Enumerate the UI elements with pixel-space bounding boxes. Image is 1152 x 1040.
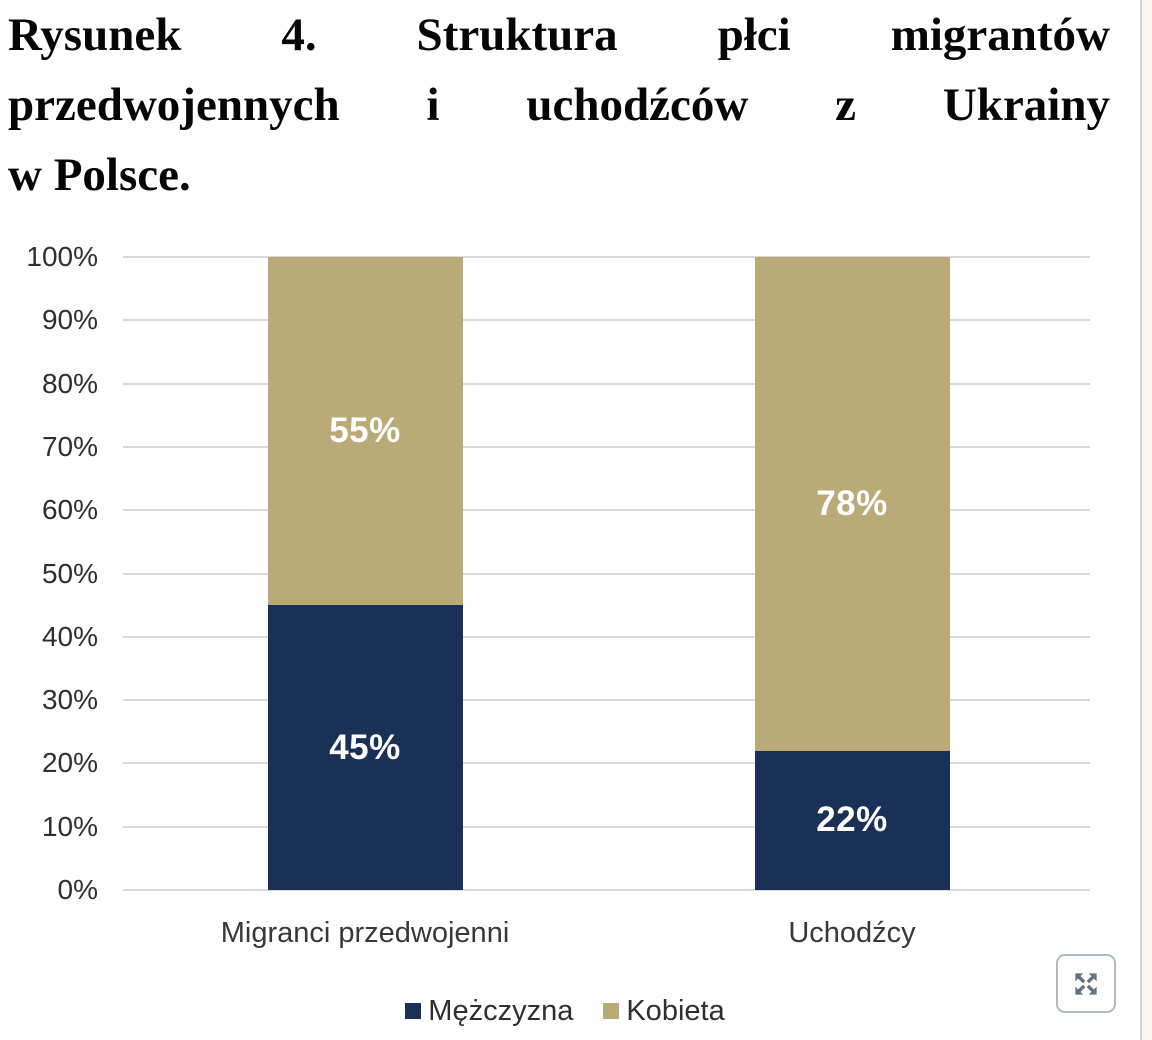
x-axis-category-label: Uchodźcy bbox=[788, 917, 916, 949]
y-axis-tick-label: 40% bbox=[41, 620, 98, 652]
bar-2: 22% 78% bbox=[754, 257, 950, 890]
bar-segment-mężczyzna: 45% bbox=[267, 605, 463, 890]
bar-segment-kobieta: 78% bbox=[754, 257, 950, 751]
bar-1: 45% 55% bbox=[267, 257, 463, 890]
chart-legend: Mężczyzna Kobieta bbox=[0, 992, 1130, 1030]
gridline bbox=[123, 825, 1090, 828]
y-axis-tick-label: 0% bbox=[57, 874, 98, 905]
legend-label: Kobieta bbox=[626, 994, 725, 1027]
gridline bbox=[123, 572, 1090, 575]
bar-value-label: 45% bbox=[329, 727, 401, 767]
figure-title: Rysunek 4. Struktura płci migrantów prze… bbox=[8, 0, 1110, 210]
legend-swatch-icon bbox=[603, 1003, 620, 1019]
gridline bbox=[123, 762, 1090, 765]
bar-value-label: 22% bbox=[816, 800, 888, 840]
y-axis-tick-label: 90% bbox=[41, 304, 98, 336]
legend-label: Mężczyzna bbox=[428, 994, 574, 1027]
y-axis-tick-label: 20% bbox=[41, 747, 98, 779]
gridline bbox=[123, 319, 1090, 322]
y-axis-tick-label: 80% bbox=[41, 367, 98, 399]
y-axis-tick-label: 60% bbox=[41, 494, 98, 526]
bar-segment-mężczyzna: 22% bbox=[754, 750, 950, 890]
y-axis-tick-label: 10% bbox=[41, 810, 98, 842]
figure-title-line-3: w Polsce. bbox=[8, 149, 191, 201]
vertical-scrollbar-track[interactable] bbox=[1140, 0, 1152, 1040]
y-axis-tick-label: 100% bbox=[26, 241, 98, 272]
y-axis-tick-label: 50% bbox=[41, 557, 98, 589]
y-axis-tick-label: 70% bbox=[41, 430, 98, 462]
legend-swatch-icon bbox=[405, 1003, 422, 1019]
y-axis-tick-label: 30% bbox=[41, 684, 98, 716]
gridline bbox=[123, 256, 1090, 258]
bar-segment-kobieta: 55% bbox=[267, 257, 463, 606]
legend-item-kobieta: Kobieta bbox=[603, 994, 725, 1028]
x-axis-category-label: Migranci przedwojenni bbox=[220, 917, 510, 949]
expand-chart-button[interactable] bbox=[1056, 954, 1116, 1013]
gridline bbox=[123, 509, 1090, 512]
bar-value-label: 55% bbox=[329, 411, 401, 451]
figure-title-line-2: przedwojennych i uchodźców z Ukrainy bbox=[8, 79, 1110, 131]
gridline bbox=[123, 699, 1090, 702]
gridline bbox=[123, 635, 1090, 638]
figure-title-line-1: Rysunek 4. Struktura płci migrantów bbox=[8, 9, 1110, 61]
bar-value-label: 78% bbox=[816, 483, 888, 523]
gridline bbox=[123, 382, 1090, 385]
expand-arrows-icon bbox=[1075, 972, 1097, 995]
gridline bbox=[123, 445, 1090, 448]
legend-item-mężczyzna: Mężczyzna bbox=[405, 995, 573, 1028]
gridline bbox=[123, 889, 1090, 891]
